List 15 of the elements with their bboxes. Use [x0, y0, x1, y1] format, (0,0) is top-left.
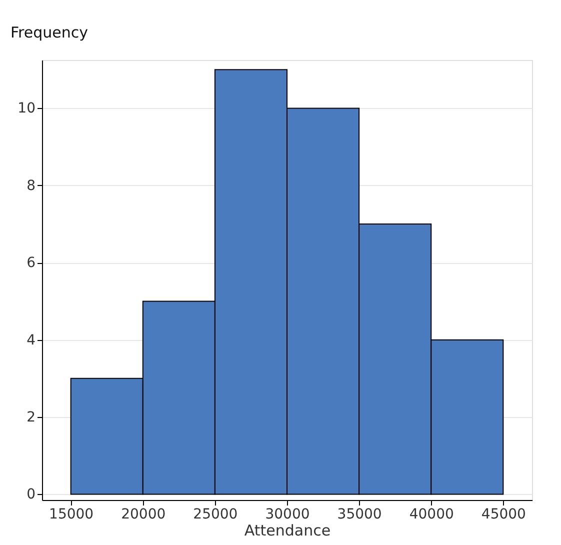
y-tick-label: 10 — [18, 100, 36, 117]
x-tick-label: 15000 — [49, 506, 94, 522]
x-tick-label: 25000 — [193, 506, 238, 522]
x-tick-label: 45000 — [481, 506, 526, 522]
y-tick-label: 0 — [26, 486, 36, 503]
x-axis-title: Attendance — [244, 522, 331, 540]
x-tick-label: 20000 — [121, 506, 166, 522]
x-tick-label: 30000 — [265, 506, 310, 522]
y-tick-label: 6 — [26, 255, 36, 272]
y-tick-label: 4 — [26, 332, 36, 348]
y-tick-label: 2 — [26, 410, 36, 426]
x-tick-label: 35000 — [337, 506, 382, 522]
y-axis-title: Frequency — [10, 24, 88, 42]
y-tick-label: 8 — [26, 178, 36, 194]
x-tick-label: 40000 — [409, 506, 454, 522]
